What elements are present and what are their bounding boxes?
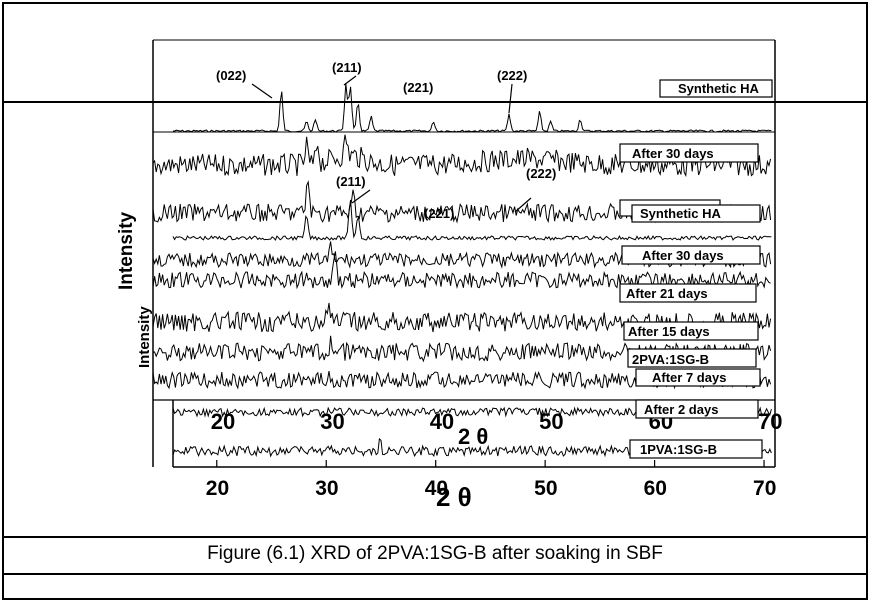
legend-after-30-days: After 30 days	[632, 146, 714, 161]
table-divider-bottom	[2, 573, 868, 575]
inner-y-axis-label: Intensity	[136, 306, 153, 368]
legend-synthetic-ha: Synthetic HA	[678, 81, 760, 96]
inner-x-tick-label-50: 50	[539, 409, 563, 434]
x-tick-label-60: 60	[644, 477, 667, 500]
inner-x-tick-label-20: 20	[211, 409, 235, 434]
legend-box-2pva	[627, 348, 757, 368]
x-tick-label-50: 50	[534, 477, 557, 500]
legend-after-2-days: After 2 days	[644, 402, 718, 417]
trace-synthetic-ha	[172, 83, 772, 133]
legend-synthetic-ha-2: Synthetic HA	[640, 206, 722, 221]
y-axis-label: Intensity	[116, 211, 137, 290]
legend-after-30-days-2: After 30 days	[642, 248, 724, 263]
peak-arrows	[251, 75, 532, 213]
x-tick-label-30: 30	[315, 477, 338, 500]
inner-x-axis-label: 2 θ	[458, 424, 488, 449]
legend-after-21-days: After 21 days	[626, 286, 708, 301]
peak-label-221: (221)	[403, 80, 433, 95]
legend-after-7-days: After 7 days	[652, 370, 726, 385]
inner-x-tick-label-30: 30	[320, 409, 344, 434]
peak-label-022: (022)	[216, 68, 246, 83]
legend-2pva: 2PVA:1SG-B	[632, 352, 709, 367]
figure-caption: Figure (6.1) XRD of 2PVA:1SG-B after soa…	[207, 543, 663, 564]
legend-box-after-2-days	[635, 399, 759, 419]
trace-2pva	[152, 335, 772, 363]
legend-box-synthetic-ha	[659, 79, 773, 98]
legend-box-after-30-days	[619, 143, 759, 163]
x-tick-label-70: 70	[753, 477, 776, 500]
legend-box-after-15-days	[623, 321, 759, 341]
inner-peak-label-222: (222)	[526, 166, 556, 181]
inner-x-tick-label-40: 40	[430, 409, 454, 434]
inner-peak-label-211: (211)	[336, 174, 366, 189]
table-divider-caption	[2, 536, 868, 538]
legend-box-1pva	[629, 439, 763, 459]
legend-box-after-21-days	[619, 283, 757, 303]
peak-label-211: (211)	[332, 60, 362, 75]
x-axis-label: 2 θ	[436, 482, 472, 512]
inner-peak-label-221: (221)	[424, 206, 454, 221]
x-tick-label-40: 40	[425, 477, 448, 500]
trace-inner-synthetic-ha	[172, 199, 772, 241]
x-tick-label-20: 20	[206, 477, 229, 500]
legend-box-after-7-days	[635, 368, 761, 387]
inner-x-tick-label-70: 70	[758, 409, 782, 434]
legend-after-15-days: After 15 days	[628, 324, 710, 339]
legend-1pva: 1PVA:1SG-B	[640, 442, 717, 457]
table-divider-top	[2, 101, 868, 103]
legend-box-synthetic-ha-2	[631, 204, 761, 223]
peak-label-222: (222)	[497, 68, 527, 83]
legend-box-after-30-days-2	[621, 245, 761, 265]
